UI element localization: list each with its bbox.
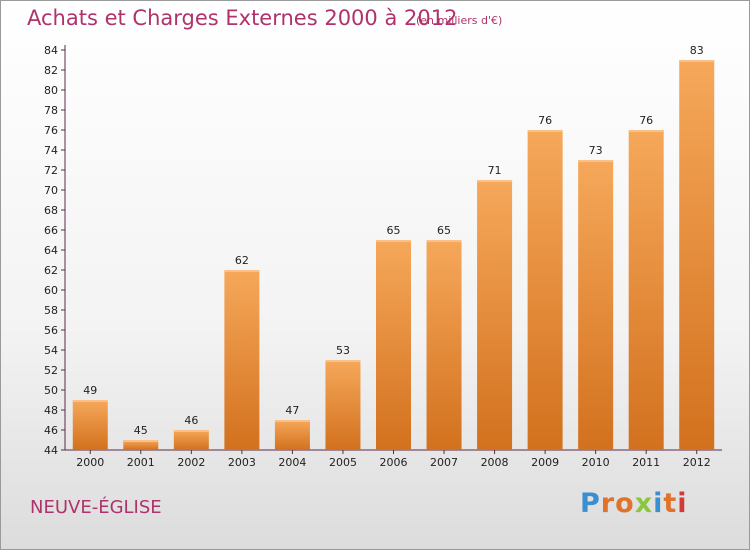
data-label: 46	[184, 414, 198, 427]
data-label: 65	[387, 224, 401, 237]
bar-highlight	[426, 240, 462, 242]
commune-name: NEUVE-ÉGLISE	[30, 497, 162, 518]
y-tick-label: 52	[44, 364, 58, 377]
x-tick-label: 2005	[329, 456, 357, 469]
y-tick-label: 78	[44, 104, 58, 117]
y-tick-label: 46	[44, 424, 58, 437]
bar	[173, 430, 209, 450]
y-tick-label: 68	[44, 204, 58, 217]
bar-highlight	[123, 440, 159, 442]
chart-subtitle: (en milliers d'€)	[416, 14, 503, 27]
y-tick-label: 44	[44, 444, 58, 457]
data-label: 65	[437, 224, 451, 237]
bar-highlight	[173, 430, 209, 432]
bar	[578, 160, 614, 450]
bar	[527, 130, 563, 450]
y-tick-label: 66	[44, 224, 58, 237]
bar	[376, 240, 411, 450]
data-label: 73	[589, 144, 603, 157]
bar	[325, 360, 361, 450]
data-label: 76	[639, 114, 653, 127]
data-label: 53	[336, 344, 350, 357]
data-label: 83	[690, 44, 704, 57]
data-label: 76	[538, 114, 552, 127]
brand-letter: i	[653, 488, 664, 519]
bar	[426, 240, 462, 450]
y-tick-label: 60	[44, 284, 58, 297]
brand-letter: i	[677, 488, 688, 519]
y-tick-label: 54	[44, 344, 58, 357]
data-label: 47	[285, 404, 299, 417]
bar	[72, 400, 108, 450]
x-tick-label: 2010	[582, 456, 610, 469]
bar-highlight	[628, 130, 664, 132]
brand-letter: t	[663, 488, 678, 519]
y-tick-label: 64	[44, 244, 58, 257]
x-tick-label: 2001	[127, 456, 155, 469]
bar-highlight	[72, 400, 108, 402]
y-tick-label: 82	[44, 64, 58, 77]
bar-highlight	[477, 180, 513, 182]
brand-letter: r	[600, 488, 616, 519]
x-tick-label: 2000	[76, 456, 104, 469]
bar	[628, 130, 664, 450]
y-tick-label: 62	[44, 264, 58, 277]
x-tick-label: 2008	[481, 456, 509, 469]
bar	[224, 270, 260, 450]
bar	[274, 420, 310, 450]
x-tick-label: 2002	[177, 456, 205, 469]
y-tick-label: 72	[44, 164, 58, 177]
x-tick-label: 2012	[683, 456, 711, 469]
brand-letter: x	[634, 488, 654, 519]
x-tick-label: 2007	[430, 456, 458, 469]
brand-letter: o	[615, 488, 635, 519]
data-label: 71	[488, 164, 502, 177]
x-tick-label: 2009	[531, 456, 559, 469]
y-tick-label: 80	[44, 84, 58, 97]
bar	[123, 440, 159, 450]
chart-title: Achats et Charges Externes 2000 à 2012	[27, 6, 458, 30]
bar	[679, 60, 715, 450]
y-tick-label: 50	[44, 384, 58, 397]
y-tick-label: 74	[44, 144, 58, 157]
x-tick-label: 2011	[632, 456, 660, 469]
x-tick-label: 2006	[380, 456, 408, 469]
y-tick-label: 48	[44, 404, 58, 417]
bar-highlight	[578, 160, 614, 162]
y-tick-label: 58	[44, 304, 58, 317]
brand-logo: Proxiti	[580, 488, 688, 519]
bar-highlight	[376, 240, 411, 242]
y-tick-label: 56	[44, 324, 58, 337]
data-label: 62	[235, 254, 249, 267]
bar-highlight	[679, 60, 715, 62]
data-label: 45	[134, 424, 148, 437]
bar-highlight	[325, 360, 361, 362]
bar-highlight	[224, 270, 260, 272]
y-tick-label: 70	[44, 184, 58, 197]
bar-highlight	[274, 420, 310, 422]
x-tick-label: 2004	[278, 456, 306, 469]
y-tick-label: 84	[44, 44, 58, 57]
brand-letter: P	[580, 488, 601, 519]
bar-highlight	[527, 130, 563, 132]
x-tick-label: 2003	[228, 456, 256, 469]
bar	[477, 180, 513, 450]
data-label: 49	[83, 384, 97, 397]
y-tick-label: 76	[44, 124, 58, 137]
